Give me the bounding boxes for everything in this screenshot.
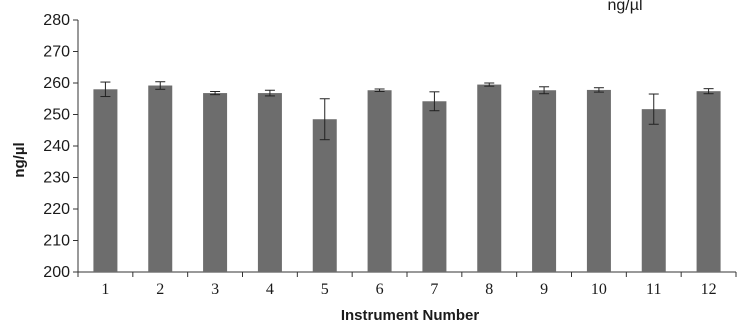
bar (367, 90, 392, 273)
bar (312, 119, 337, 272)
x-axis-group: 1 2 3 4 5 6 7 8 9 10 11 12 (77, 271, 737, 298)
x-tick-label: 4 (266, 281, 274, 298)
x-tick-label: 9 (540, 281, 548, 298)
y-tick-label: 230 (43, 170, 70, 187)
bar (93, 89, 118, 272)
bar (257, 93, 282, 272)
error-bar (703, 88, 714, 95)
error-bar (264, 89, 275, 97)
y-tick-label: 240 (43, 138, 70, 155)
error-bar (100, 81, 111, 98)
x-axis-title: Instrument Number (341, 307, 480, 324)
error-bar (374, 88, 385, 93)
bar (422, 101, 447, 273)
error-bar (429, 91, 440, 112)
x-tick-label: 2 (156, 281, 164, 298)
x-tick-label: 3 (211, 281, 219, 298)
y-tick-label: 210 (43, 233, 70, 250)
error-bar (648, 93, 659, 125)
errorbars-group (100, 81, 714, 141)
bar (696, 91, 721, 272)
error-bar (484, 82, 495, 87)
x-tick-label: 7 (430, 281, 438, 298)
error-bar (593, 87, 604, 93)
y-tick-label: 200 (43, 264, 70, 281)
bar (203, 93, 228, 272)
bar (532, 90, 557, 273)
y-axis-group: 200 210 220 230 240 250 260 270 280 (43, 12, 79, 281)
y-tick-label: 280 (43, 12, 70, 29)
x-tick-label: 10 (591, 281, 607, 298)
x-tick-label: 6 (376, 281, 384, 298)
y-axis-title: ng/µl (11, 142, 28, 177)
x-tick-label: 1 (101, 281, 109, 298)
error-bar (210, 91, 221, 96)
corner-unit-label: ng/µl (607, 0, 642, 14)
y-tick-label: 260 (43, 75, 70, 92)
x-tick-label: 12 (701, 281, 717, 298)
bar (477, 84, 502, 272)
error-bar (539, 86, 550, 95)
y-tick-label: 270 (43, 44, 70, 61)
x-tick-label: 11 (646, 281, 661, 298)
error-bar (319, 98, 330, 141)
x-tick-label: 5 (321, 281, 329, 298)
bar (148, 85, 173, 273)
y-tick-label: 250 (43, 107, 70, 124)
bar (586, 89, 611, 273)
y-tick-label: 220 (43, 201, 70, 218)
bar (641, 109, 666, 273)
x-tick-label: 8 (485, 281, 493, 298)
bars-group (93, 84, 721, 273)
error-bar (155, 81, 166, 90)
